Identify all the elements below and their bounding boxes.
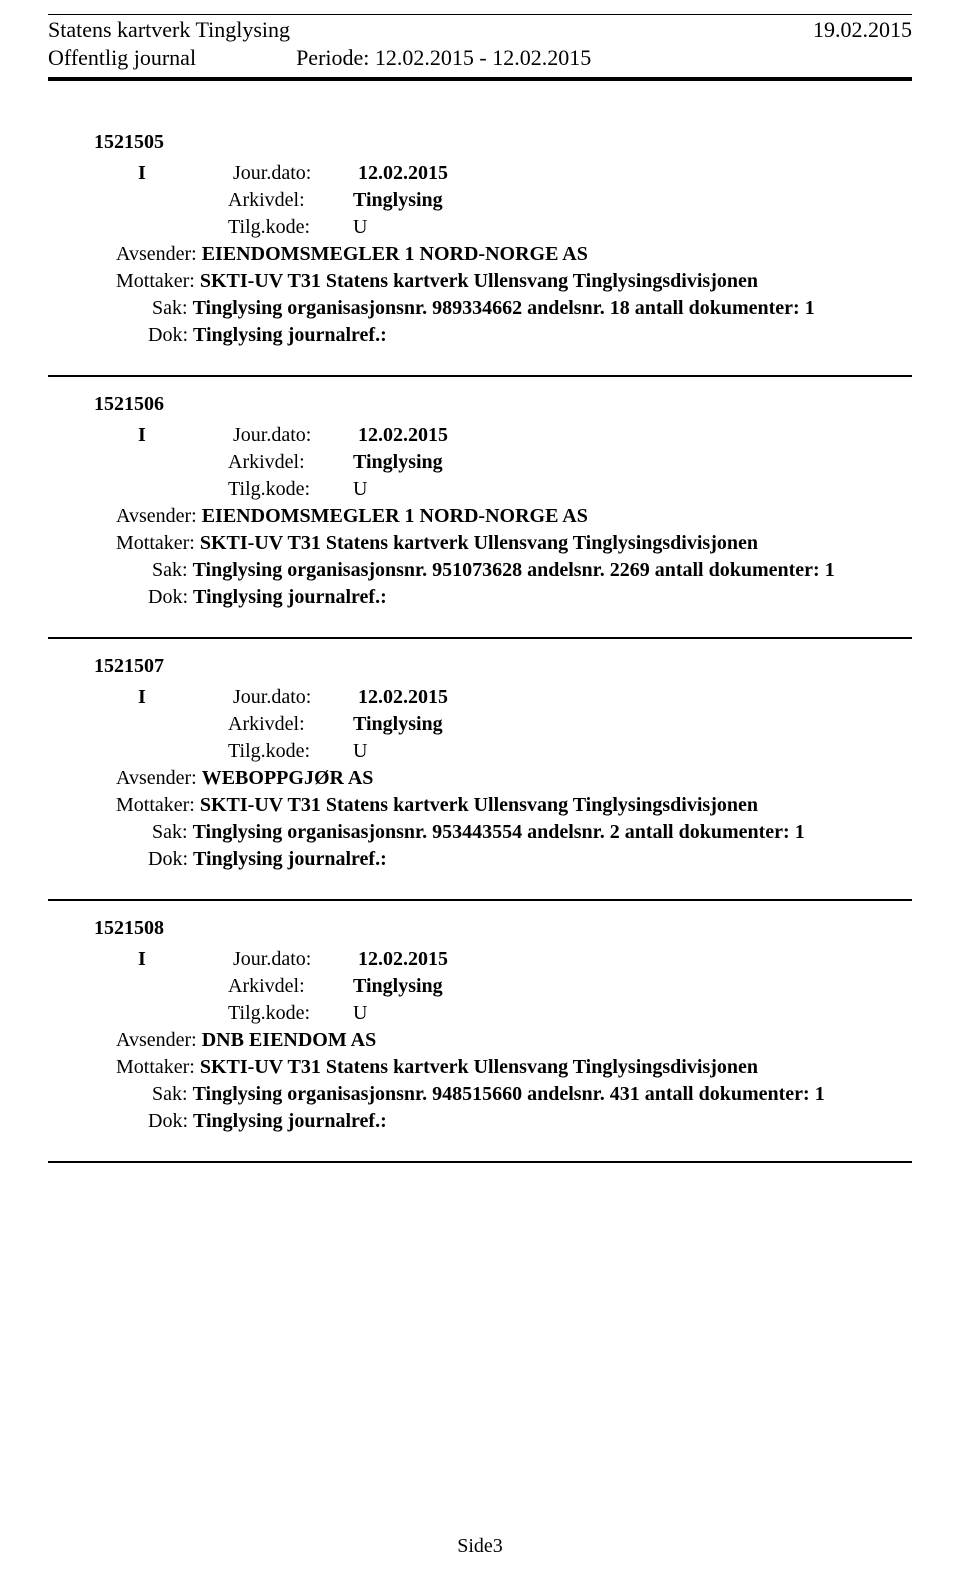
- entries-list: 1521505 I Jour.dato: 12.02.2015 Arkivdel…: [48, 81, 912, 1163]
- period-value: 12.02.2015 - 12.02.2015: [375, 45, 591, 70]
- page-number: Side3: [457, 1535, 503, 1557]
- mottaker-value: SKTI-UV T31 Statens kartverk Ullensvang …: [200, 270, 758, 292]
- entry-separator: [48, 899, 912, 901]
- entry-type: I: [138, 162, 228, 185]
- avsender-label: Avsender:: [116, 767, 197, 790]
- mottaker-value: SKTI-UV T31 Statens kartverk Ullensvang …: [200, 1056, 758, 1078]
- arkivdel-label: Arkivdel:: [228, 189, 348, 212]
- entry-separator: [48, 637, 912, 639]
- jour-value: 12.02.2015: [358, 948, 448, 970]
- header-rule: [48, 77, 912, 81]
- jour-label: Jour.dato:: [233, 424, 353, 447]
- journal-entry: 1521506 I Jour.dato: 12.02.2015 Arkivdel…: [48, 393, 912, 639]
- jour-value: 12.02.2015: [358, 424, 448, 446]
- tilgkode-value: U: [353, 740, 367, 762]
- dok-value: Tinglysing journalref.:: [193, 848, 387, 870]
- tilgkode-label: Tilg.kode:: [228, 740, 348, 763]
- sak-value: Tinglysing organisasjonsnr. 951073628 an…: [193, 559, 835, 581]
- mottaker-label: Mottaker:: [116, 532, 195, 555]
- tilgkode-label: Tilg.kode:: [228, 1002, 348, 1025]
- entry-separator: [48, 375, 912, 377]
- header-date: 19.02.2015: [813, 17, 912, 43]
- entry-type: I: [138, 424, 228, 447]
- jour-value: 12.02.2015: [358, 686, 448, 708]
- dok-label: Dok:: [148, 324, 188, 347]
- sak-label: Sak:: [152, 1083, 188, 1106]
- tilgkode-label: Tilg.kode:: [228, 478, 348, 501]
- avsender-label: Avsender:: [116, 505, 197, 528]
- sak-value: Tinglysing organisasjonsnr. 953443554 an…: [193, 821, 805, 843]
- arkivdel-value: Tinglysing: [353, 189, 443, 211]
- tilgkode-value: U: [353, 1002, 367, 1024]
- tilgkode-label: Tilg.kode:: [228, 216, 348, 239]
- mottaker-label: Mottaker:: [116, 794, 195, 817]
- header-subtitle: Offentlig journal: [48, 45, 196, 71]
- arkivdel-value: Tinglysing: [353, 713, 443, 735]
- entry-id: 1521508: [94, 917, 912, 940]
- mottaker-value: SKTI-UV T31 Statens kartverk Ullensvang …: [200, 794, 758, 816]
- page-header: Statens kartverk Tinglysing 19.02.2015 O…: [48, 14, 912, 81]
- journal-entry: 1521508 I Jour.dato: 12.02.2015 Arkivdel…: [48, 917, 912, 1163]
- avsender-value: DNB EIENDOM AS: [202, 1029, 376, 1051]
- entry-type: I: [138, 948, 228, 971]
- dok-label: Dok:: [148, 848, 188, 871]
- tilgkode-value: U: [353, 478, 367, 500]
- dok-value: Tinglysing journalref.:: [193, 586, 387, 608]
- mottaker-value: SKTI-UV T31 Statens kartverk Ullensvang …: [200, 532, 758, 554]
- journal-entry: 1521505 I Jour.dato: 12.02.2015 Arkivdel…: [48, 131, 912, 377]
- jour-label: Jour.dato:: [233, 686, 353, 709]
- sak-label: Sak:: [152, 821, 188, 844]
- entry-id: 1521505: [94, 131, 912, 154]
- sak-value: Tinglysing organisasjonsnr. 948515660 an…: [193, 1083, 825, 1105]
- avsender-label: Avsender:: [116, 1029, 197, 1052]
- mottaker-label: Mottaker:: [116, 270, 195, 293]
- sak-label: Sak:: [152, 559, 188, 582]
- arkivdel-value: Tinglysing: [353, 451, 443, 473]
- arkivdel-value: Tinglysing: [353, 975, 443, 997]
- sak-value: Tinglysing organisasjonsnr. 989334662 an…: [193, 297, 815, 319]
- entry-id: 1521507: [94, 655, 912, 678]
- mottaker-label: Mottaker:: [116, 1056, 195, 1079]
- avsender-label: Avsender:: [116, 243, 197, 266]
- dok-value: Tinglysing journalref.:: [193, 1110, 387, 1132]
- page-footer: Side3: [0, 1535, 960, 1558]
- entry-type: I: [138, 686, 228, 709]
- dok-label: Dok:: [148, 1110, 188, 1133]
- period-label: Periode:: [296, 45, 369, 70]
- arkivdel-label: Arkivdel:: [228, 451, 348, 474]
- dok-value: Tinglysing journalref.:: [193, 324, 387, 346]
- avsender-value: WEBOPPGJØR AS: [202, 767, 374, 789]
- journal-entry: 1521507 I Jour.dato: 12.02.2015 Arkivdel…: [48, 655, 912, 901]
- dok-label: Dok:: [148, 586, 188, 609]
- jour-label: Jour.dato:: [233, 162, 353, 185]
- sak-label: Sak:: [152, 297, 188, 320]
- tilgkode-value: U: [353, 216, 367, 238]
- arkivdel-label: Arkivdel:: [228, 713, 348, 736]
- jour-label: Jour.dato:: [233, 948, 353, 971]
- header-org: Statens kartverk Tinglysing: [48, 17, 290, 43]
- entry-separator: [48, 1161, 912, 1163]
- jour-value: 12.02.2015: [358, 162, 448, 184]
- entry-id: 1521506: [94, 393, 912, 416]
- avsender-value: EIENDOMSMEGLER 1 NORD-NORGE AS: [202, 505, 588, 527]
- avsender-value: EIENDOMSMEGLER 1 NORD-NORGE AS: [202, 243, 588, 265]
- arkivdel-label: Arkivdel:: [228, 975, 348, 998]
